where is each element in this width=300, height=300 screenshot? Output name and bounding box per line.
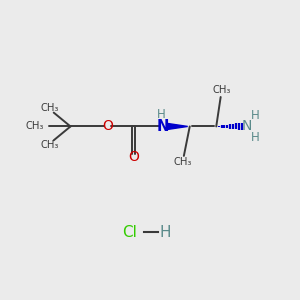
Text: CH₃: CH₃: [41, 103, 59, 112]
Text: H: H: [251, 109, 260, 122]
Text: N: N: [242, 119, 252, 134]
Text: O: O: [102, 119, 113, 134]
Text: CH₃: CH₃: [213, 85, 231, 95]
Polygon shape: [168, 124, 188, 129]
Text: CH₃: CH₃: [173, 158, 192, 167]
Text: H: H: [251, 131, 260, 144]
Text: H: H: [157, 108, 165, 121]
Text: CH₃: CH₃: [41, 140, 59, 150]
Text: O: O: [128, 150, 139, 164]
Text: Cl: Cl: [122, 225, 137, 240]
Text: N: N: [157, 119, 170, 134]
Text: CH₃: CH₃: [25, 122, 44, 131]
Text: H: H: [160, 225, 171, 240]
